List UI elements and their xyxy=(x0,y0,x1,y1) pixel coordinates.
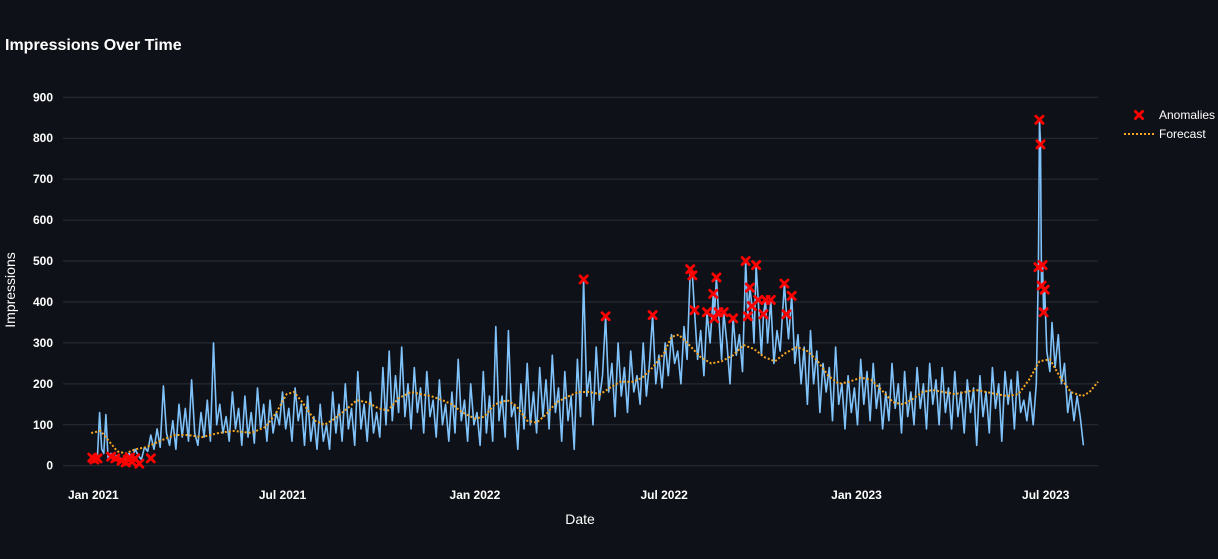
anomaly-stroke xyxy=(687,270,698,281)
y-tick-label: 200 xyxy=(33,377,53,391)
anomaly-marker xyxy=(740,256,751,267)
anomaly-stroke xyxy=(765,294,776,305)
anomaly-stroke xyxy=(786,290,797,301)
y-tick-label: 800 xyxy=(33,131,53,145)
x-tick-label: Jul 2023 xyxy=(1022,488,1070,502)
anomaly-marker xyxy=(744,282,755,293)
y-tick-label: 700 xyxy=(33,172,53,186)
anomaly-stroke xyxy=(1037,260,1048,271)
anomaly-stroke xyxy=(1039,284,1050,295)
anomaly-marker xyxy=(728,313,739,324)
anomaly-marker xyxy=(647,310,658,321)
anomaly-stroke xyxy=(647,310,658,321)
legend-label-forecast: Forecast xyxy=(1159,127,1206,141)
anomaly-marker xyxy=(708,288,719,299)
chart-title: Impressions Over Time xyxy=(5,37,182,54)
anomaly-stroke xyxy=(578,274,589,285)
anomaly-stroke xyxy=(742,311,753,322)
anomaly-stroke xyxy=(600,311,611,322)
legend-anomaly-marker xyxy=(1134,110,1144,120)
anomaly-stroke xyxy=(1034,114,1045,125)
anomaly-stroke xyxy=(751,260,762,271)
anomaly-marker xyxy=(1039,284,1050,295)
legend[interactable]: Anomalies Forecast xyxy=(1124,108,1215,141)
y-tick-labels: 0 100 200 300 400 500 600 700 800 900 xyxy=(33,90,53,472)
anomaly-stroke xyxy=(1038,307,1049,318)
anomaly-marker xyxy=(742,311,753,322)
anomaly-stroke xyxy=(702,307,712,318)
anomaly-marker xyxy=(751,260,762,271)
y-axis-title: Impressions xyxy=(2,252,18,327)
anomaly-stroke xyxy=(779,278,790,289)
x-tick-label: Jan 2022 xyxy=(450,488,501,502)
anomaly-marker xyxy=(578,274,589,285)
legend-item-anomalies[interactable]: Anomalies xyxy=(1134,108,1215,122)
y-tick-label: 300 xyxy=(33,336,53,350)
anomaly-marker xyxy=(1038,307,1049,318)
legend-item-forecast[interactable]: Forecast xyxy=(1124,127,1206,141)
anomaly-stroke xyxy=(708,288,719,299)
anomaly-stroke xyxy=(718,307,729,318)
anomaly-stroke xyxy=(753,294,764,305)
anomaly-marker xyxy=(718,307,729,318)
anomaly-stroke xyxy=(92,453,103,464)
legend-label-anomalies: Anomalies xyxy=(1159,108,1215,122)
anomaly-marker xyxy=(786,290,797,301)
plot-area xyxy=(87,114,1099,469)
anomaly-marker xyxy=(689,305,700,316)
forecast-series-line xyxy=(90,333,1099,455)
anomaly-stroke xyxy=(116,455,127,466)
anomaly-marker xyxy=(765,294,776,305)
x-tick-label: Jan 2023 xyxy=(831,488,882,502)
anomaly-stroke xyxy=(711,272,722,283)
anomaly-marker xyxy=(779,278,790,289)
anomaly-marker xyxy=(600,311,611,322)
anomaly-marker xyxy=(1034,114,1045,125)
anomaly-stroke xyxy=(1035,139,1046,150)
anomaly-stroke xyxy=(740,256,751,267)
y-tick-label: 600 xyxy=(33,213,53,227)
anomaly-marker xyxy=(1035,139,1046,150)
y-tick-label: 100 xyxy=(33,418,53,432)
anomaly-marker xyxy=(92,453,103,464)
anomaly-stroke xyxy=(781,309,792,320)
x-tick-label: Jan 2021 xyxy=(68,488,119,502)
anomaly-stroke xyxy=(744,282,755,293)
anomaly-marker xyxy=(687,270,698,281)
anomaly-stroke xyxy=(145,453,156,464)
anomaly-stroke xyxy=(106,451,117,462)
anomaly-stroke xyxy=(689,305,700,316)
x-axis-title: Date xyxy=(565,511,595,527)
anomaly-stroke xyxy=(130,453,141,464)
anomaly-marker xyxy=(145,453,156,464)
y-tick-label: 400 xyxy=(33,295,53,309)
anomaly-marker xyxy=(134,458,145,469)
anomaly-stroke xyxy=(1134,110,1144,120)
anomaly-marker xyxy=(781,309,792,320)
x-tick-label: Jul 2022 xyxy=(640,488,688,502)
actual-series-line xyxy=(90,119,1085,463)
x-tick-label: Jul 2021 xyxy=(259,488,307,502)
x-tick-labels: Jan 2021 Jul 2021 Jan 2022 Jul 2022 Jan 2023… xyxy=(68,488,1070,502)
anomaly-stroke xyxy=(758,309,769,320)
anomaly-stroke xyxy=(728,313,739,324)
anomaly-marker xyxy=(1037,260,1048,271)
anomaly-marker xyxy=(758,309,769,320)
anomaly-marker xyxy=(753,294,764,305)
y-tick-label: 900 xyxy=(33,90,53,104)
y-tick-label: 500 xyxy=(33,254,53,268)
legend-anomaly-x xyxy=(1134,110,1144,120)
anomaly-stroke xyxy=(134,458,145,469)
y-tick-label: 0 xyxy=(46,459,53,473)
anomaly-marker xyxy=(711,272,722,283)
